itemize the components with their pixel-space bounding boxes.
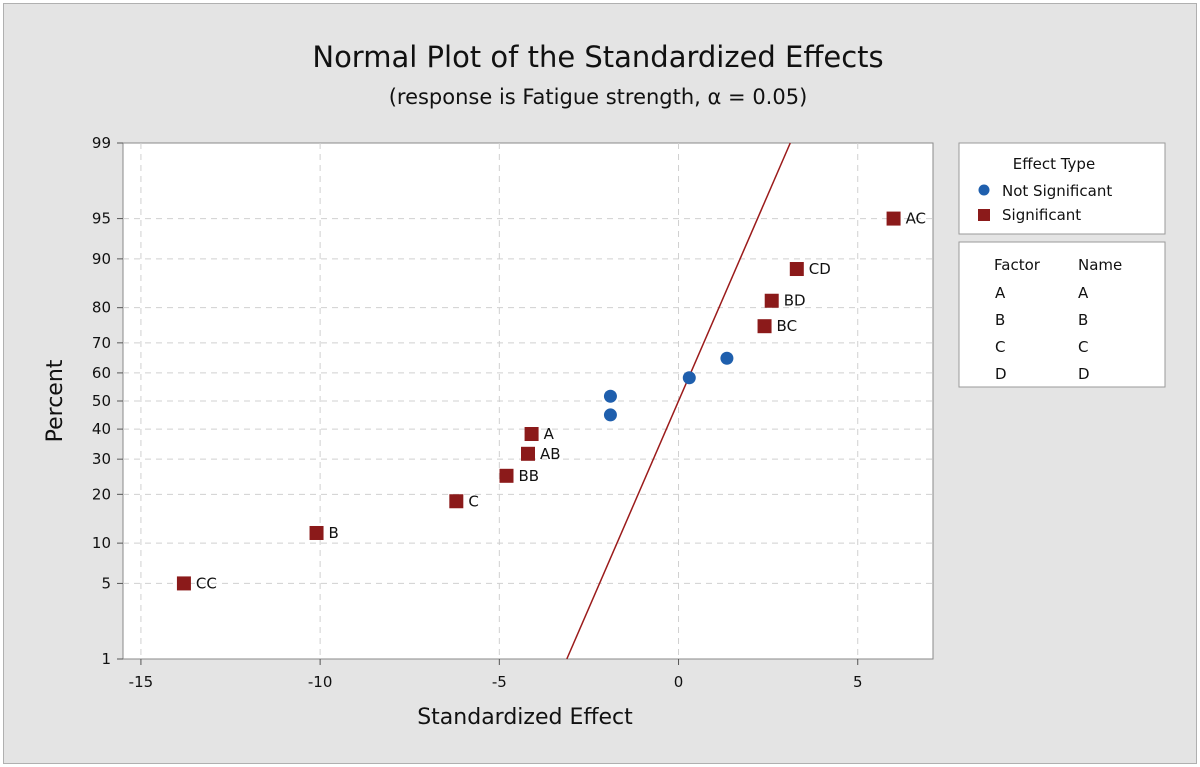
- significant-point: [764, 293, 779, 308]
- x-tick-label: -5: [492, 673, 507, 691]
- normal-plot-chart: Normal Plot of the Standardized Effects …: [43, 40, 1166, 730]
- point-label: BB: [518, 467, 539, 485]
- y-tick-label: 10: [92, 534, 111, 552]
- point-label: AC: [906, 210, 926, 228]
- not-significant-marker-icon: [978, 184, 990, 196]
- y-tick-label: 20: [92, 485, 111, 503]
- name-cell: D: [1078, 365, 1090, 383]
- name-cell: C: [1078, 338, 1088, 356]
- name-cell: B: [1078, 311, 1088, 329]
- significant-point: [524, 427, 539, 442]
- significant-point: [499, 468, 514, 483]
- point-label: BD: [784, 292, 806, 310]
- y-tick-label: 70: [92, 334, 111, 352]
- y-axis-title: Percent: [43, 359, 68, 442]
- axes: -15 -10 -5 0 5 1 5 10 20 30 40 50 60 70 80 90 95 99: [92, 134, 863, 691]
- y-tick-label: 30: [92, 450, 111, 468]
- x-tick-label: 5: [853, 673, 863, 691]
- grid-lines: [123, 143, 933, 659]
- x-tick-label: -15: [129, 673, 154, 691]
- y-tick-label: 99: [92, 134, 111, 152]
- point-label: BC: [777, 317, 798, 335]
- chart-frame: Normal Plot of the Standardized Effects …: [3, 3, 1197, 764]
- factor-cell: D: [995, 365, 1007, 383]
- legend-title: Effect Type: [1013, 155, 1095, 173]
- legend-entry-not-significant: Not Significant: [1002, 182, 1112, 200]
- point-label: CC: [196, 574, 217, 592]
- significant-marker-icon: [978, 209, 990, 221]
- y-tick-label: 80: [92, 299, 111, 317]
- reference-line-group: [566, 142, 791, 660]
- name-header: Name: [1078, 256, 1122, 274]
- not-significant-point: [603, 389, 617, 403]
- not-significant-point: [603, 408, 617, 422]
- y-tick-label: 5: [101, 574, 111, 592]
- not-significant-point: [720, 351, 734, 365]
- x-axis-title: Standardized Effect: [417, 705, 633, 730]
- y-tick-label: 60: [92, 364, 111, 382]
- factor-cell: B: [995, 311, 1005, 329]
- significant-point: [757, 319, 772, 334]
- factor-table-box: [958, 241, 1166, 388]
- y-tick-label: 50: [92, 392, 111, 410]
- reference-line: [566, 142, 791, 660]
- chart-subtitle: (response is Fatigue strength, α = 0.05): [389, 85, 808, 109]
- significant-point: [789, 262, 804, 277]
- point-label: CD: [809, 260, 831, 278]
- significant-point: [521, 446, 535, 461]
- point-label: A: [544, 425, 555, 443]
- factor-cell: C: [995, 338, 1005, 356]
- name-cell: A: [1078, 284, 1089, 302]
- legend-box: [958, 142, 1166, 235]
- x-tick-label: 0: [674, 673, 684, 691]
- significant-point: [886, 211, 901, 226]
- y-tick-label: 95: [92, 210, 111, 228]
- factor-table: Factor Name A A B B C C D D: [958, 241, 1166, 388]
- not-significant-point: [682, 371, 696, 385]
- x-tick-label: -10: [308, 673, 333, 691]
- factor-cell: A: [995, 284, 1006, 302]
- y-tick-label: 90: [92, 250, 111, 268]
- point-label: AB: [540, 445, 561, 463]
- significant-point: [309, 525, 324, 540]
- point-label: C: [468, 492, 478, 510]
- legend-entry-significant: Significant: [1002, 206, 1081, 224]
- legend-effect-type: Effect Type Not Significant Significant: [958, 142, 1166, 235]
- y-tick-label: 40: [92, 420, 111, 438]
- factor-header: Factor: [994, 256, 1041, 274]
- significant-point: [176, 576, 191, 591]
- significant-point: [449, 494, 464, 509]
- chart-title: Normal Plot of the Standardized Effects: [312, 40, 883, 74]
- y-tick-label: 1: [101, 650, 111, 668]
- point-label: B: [329, 524, 339, 542]
